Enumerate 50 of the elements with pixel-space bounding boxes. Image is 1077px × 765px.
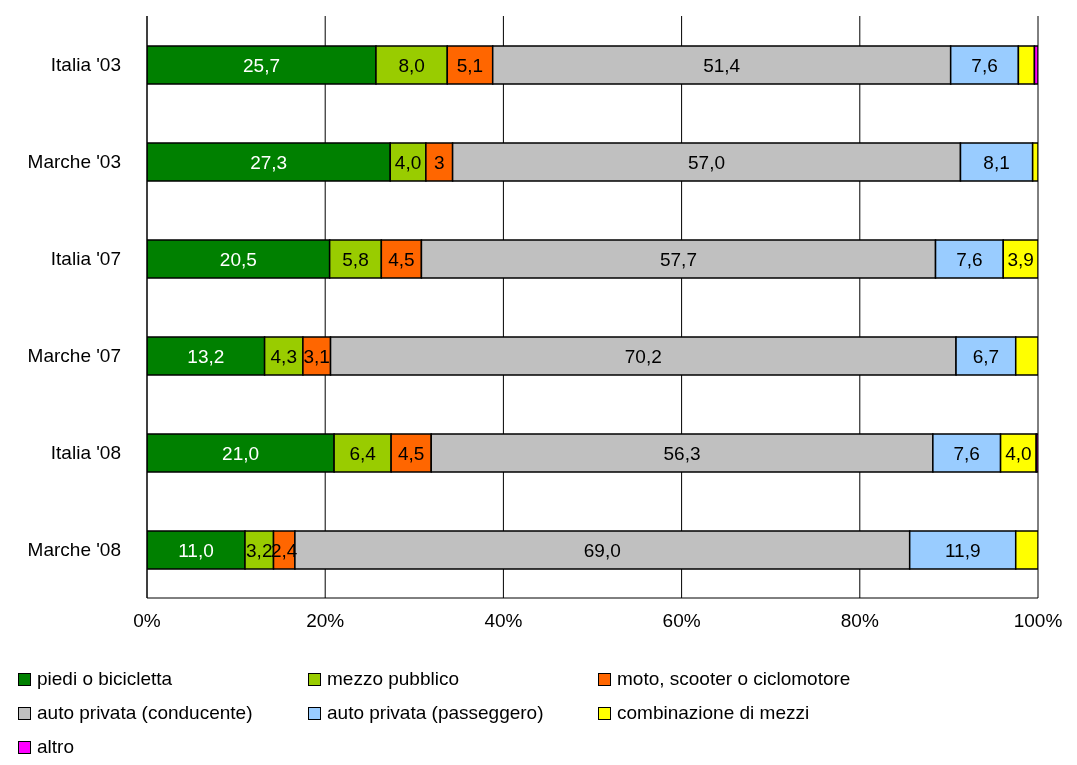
data-label: 21,0: [222, 442, 260, 464]
x-tick-label: 40%: [484, 610, 523, 632]
data-label: 7,6: [953, 442, 980, 464]
data-label: 11,9: [944, 539, 981, 561]
data-label: 3,9: [1007, 248, 1034, 270]
data-label: 4,5: [388, 248, 415, 270]
data-label: 13,2: [187, 345, 225, 367]
legend-label: altro: [37, 736, 74, 758]
data-label: 3,2: [246, 539, 273, 561]
data-label: 8,0: [398, 54, 425, 76]
y-tick-label: Marche '07: [27, 345, 121, 367]
data-label: 57,0: [688, 151, 726, 173]
data-label: 6,7: [972, 345, 1000, 367]
data-label: 70,2: [624, 345, 662, 367]
data-label: 69,0: [583, 539, 621, 561]
data-label: 5,1: [456, 54, 484, 76]
legend-label: piedi o bicicletta: [37, 668, 173, 690]
x-tick-label: 0%: [133, 610, 161, 632]
data-label: 57,7: [659, 248, 697, 270]
data-label: 4,0: [394, 151, 422, 173]
legend-label: combinazione di mezzi: [617, 702, 810, 724]
x-tick-label: 80%: [840, 610, 879, 632]
legend-label: auto privata (conducente): [37, 702, 253, 724]
data-label: 3,1: [303, 345, 330, 367]
data-label: 5,8: [342, 248, 369, 270]
data-label: 7,6: [971, 54, 998, 76]
data-label: 4,0: [1005, 442, 1032, 464]
y-tick-label: Italia '08: [50, 442, 121, 464]
x-tick-label: 60%: [662, 610, 701, 632]
data-label: 4,5: [397, 442, 425, 464]
data-label: 4,3: [270, 345, 297, 367]
data-label: 3: [433, 151, 445, 173]
data-label: 8,1: [983, 151, 1010, 173]
legend-label: mezzo pubblico: [327, 668, 460, 690]
x-tick-label: 100%: [1013, 610, 1063, 632]
legend-label: moto, scooter o ciclomotore: [617, 668, 851, 690]
data-label: 25,7: [243, 54, 280, 76]
data-label: 56,3: [663, 442, 701, 464]
data-label: 6,4: [349, 442, 377, 464]
y-tick-label: Marche '03: [27, 151, 121, 173]
y-tick-label: Italia '07: [50, 248, 121, 270]
data-label: 7,6: [956, 248, 983, 270]
y-tick-label: Italia '03: [50, 54, 121, 76]
x-tick-label: 20%: [306, 610, 345, 632]
data-label: 11,0: [178, 539, 214, 561]
y-tick-label: Marche '08: [27, 539, 121, 561]
data-label: 20,5: [219, 248, 257, 270]
legend-label: auto privata (passeggero): [327, 702, 544, 724]
data-label: 27,3: [250, 151, 288, 173]
data-label: 51,4: [703, 54, 741, 76]
